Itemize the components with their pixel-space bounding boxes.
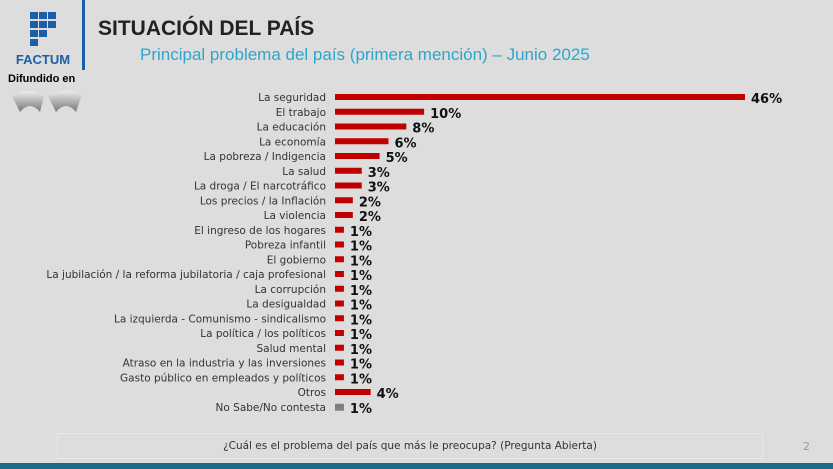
category-label: Gasto público en empleados y políticos — [120, 372, 326, 384]
page-title: SITUACIÓN DEL PAÍS — [98, 17, 315, 40]
value-label: 1% — [350, 358, 372, 373]
bar — [335, 271, 344, 277]
bar — [335, 344, 344, 351]
footer-question: ¿Cuál es el problema del país que más le… — [57, 433, 763, 459]
bar — [335, 374, 344, 381]
value-label: 1% — [350, 313, 372, 328]
bar — [335, 212, 353, 218]
value-label: 1% — [350, 225, 372, 240]
category-label: Los precios / la Inflación — [200, 195, 326, 207]
bar — [335, 167, 362, 174]
bar — [335, 138, 389, 145]
category-label: La salud — [282, 166, 326, 178]
value-label: 2% — [359, 195, 381, 210]
value-label: 1% — [350, 343, 372, 358]
bar — [335, 330, 344, 336]
broadcast-label: Difundido en — [8, 73, 76, 85]
bar — [335, 108, 425, 115]
bar — [335, 123, 407, 130]
category-label: El ingreso de los hogares — [194, 225, 326, 237]
category-label: La política / los políticos — [200, 328, 326, 340]
chart-subtitle: Principal problema del país (primera men… — [140, 45, 590, 64]
category-label: La desigualdad — [246, 299, 326, 311]
value-label: 3% — [368, 166, 390, 181]
bar — [335, 153, 380, 159]
value-label: 3% — [368, 181, 390, 196]
bar — [335, 197, 353, 204]
value-label: 1% — [350, 254, 372, 269]
value-label: 2% — [359, 210, 381, 225]
value-label: 4% — [377, 387, 399, 402]
category-label: El gobierno — [267, 254, 326, 266]
bar — [335, 226, 344, 233]
header-divider — [82, 0, 85, 70]
value-label: 1% — [350, 299, 372, 314]
bar — [335, 94, 745, 100]
value-label: 1% — [350, 372, 372, 387]
category-label: El trabajo — [276, 107, 326, 119]
value-label: 1% — [350, 240, 372, 255]
factum-logo-mark — [30, 12, 56, 46]
value-label: 10% — [430, 107, 461, 122]
category-label: La educación — [257, 122, 326, 134]
category-label: Pobreza infantil — [245, 240, 326, 252]
category-label: Atraso en la industria y las inversiones — [123, 358, 326, 370]
bar — [335, 315, 344, 322]
bottom-bar — [0, 463, 833, 469]
bar — [335, 300, 344, 307]
category-label: Salud mental — [257, 343, 327, 355]
bar — [335, 359, 344, 366]
category-label: La economía — [259, 136, 326, 148]
bar — [335, 285, 344, 292]
value-label: 1% — [350, 269, 372, 284]
value-label: 6% — [394, 136, 416, 151]
value-label: 1% — [350, 328, 372, 343]
category-label: Otros — [298, 387, 326, 399]
broadcaster-logo — [12, 90, 82, 112]
page-number: 2 — [803, 440, 810, 453]
category-label: La droga / El narcotráfico — [194, 181, 326, 193]
bar — [335, 256, 344, 263]
brand-name: FACTUM — [15, 52, 71, 67]
value-label: 1% — [350, 402, 372, 417]
category-label: La corrupción — [255, 284, 326, 296]
category-label: La pobreza / Indigencia — [204, 151, 326, 163]
category-label: La jubilación / la reforma jubilatoria /… — [46, 269, 326, 281]
bar-chart: La seguridad 46% El trabajo 10% La educación… — [46, 92, 782, 417]
bar — [335, 389, 371, 395]
category-label: No Sabe/No contesta — [216, 402, 326, 414]
value-label: 5% — [386, 151, 408, 166]
value-label: 8% — [412, 122, 434, 137]
bar — [335, 403, 344, 411]
bar — [335, 182, 362, 189]
category-label: La seguridad — [258, 92, 326, 104]
bar — [335, 241, 344, 248]
value-label: 46% — [751, 92, 782, 107]
value-label: 1% — [350, 284, 372, 299]
factum-logo: FACTUM — [10, 12, 76, 67]
category-label: La izquierda - Comunismo - sindicalismo — [114, 313, 326, 325]
category-label: La violencia — [264, 210, 326, 222]
